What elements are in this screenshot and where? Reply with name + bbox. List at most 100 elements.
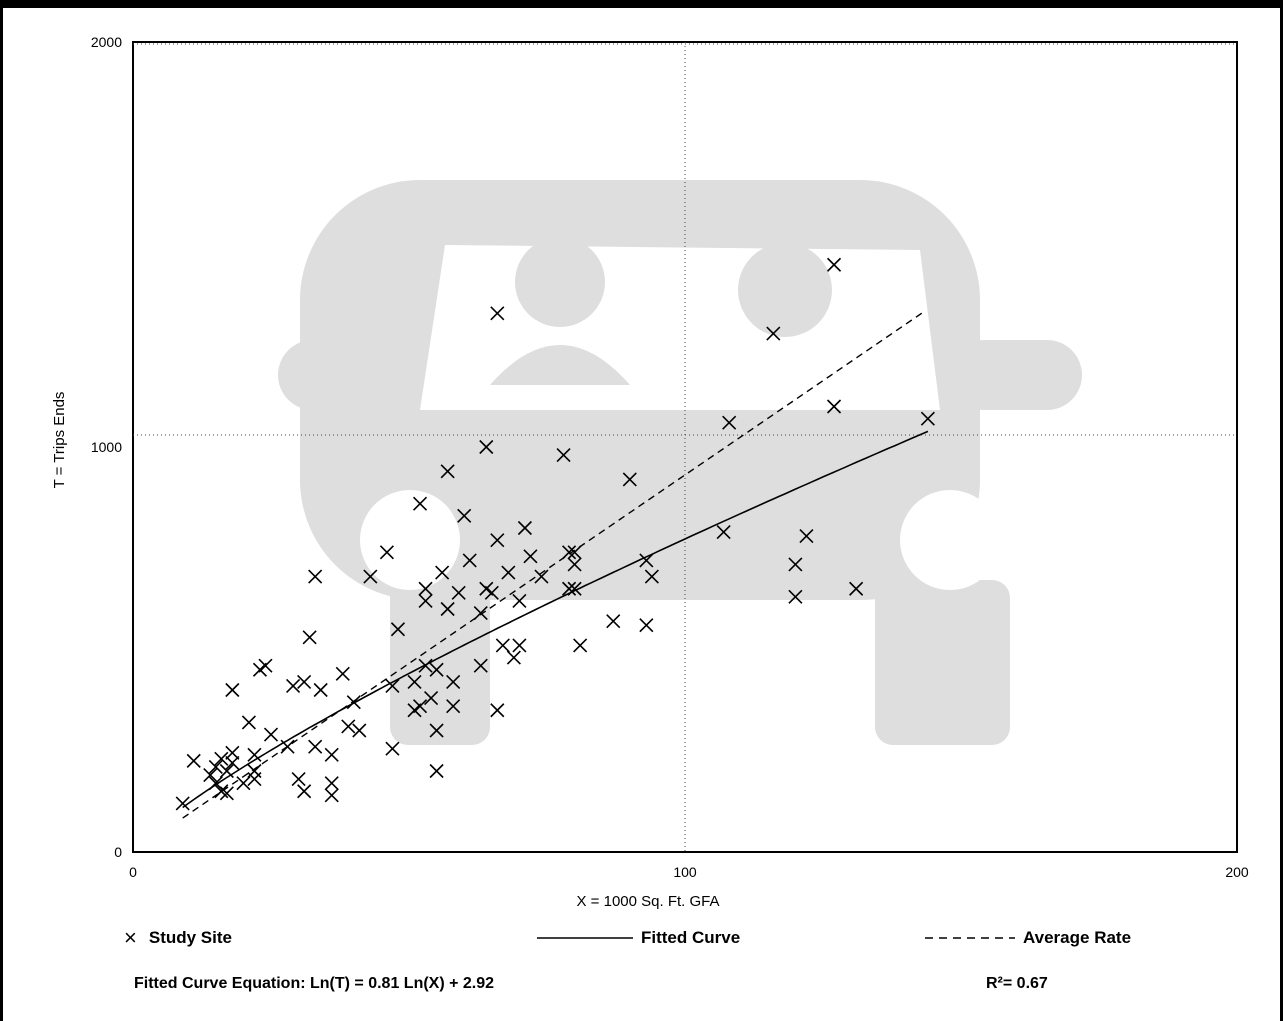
study-site-point: [446, 699, 461, 714]
y-tick-label: 1000: [91, 439, 122, 455]
study-site-point: [352, 723, 367, 738]
y-axis-label: T = Trips Ends: [51, 392, 68, 489]
solid-line-icon: [537, 937, 633, 939]
study-site-point: [429, 662, 444, 677]
study-site-point: [606, 614, 621, 629]
top-title-bar: [0, 0, 1283, 8]
study-site-point: [341, 719, 356, 734]
study-site-point: [385, 678, 400, 694]
study-site-point: [412, 699, 428, 714]
study-site-point: [418, 593, 433, 608]
study-site-point: [263, 727, 279, 742]
study-site-point: [479, 439, 494, 455]
study-site-point: [308, 569, 323, 584]
study-site-point: [451, 585, 466, 600]
legend-fitted-curve-label: Fitted Curve: [641, 928, 741, 947]
r-squared-value: R²= 0.67: [986, 975, 1048, 992]
study-site-point: [799, 529, 814, 544]
y-tick-label: 2000: [91, 34, 122, 50]
legend-study-site: × Study Site: [124, 925, 232, 950]
average-rate-line: [182, 312, 923, 819]
study-site-point: [429, 723, 444, 738]
car-watermark-icon: [278, 180, 1082, 745]
study-site-point: [473, 605, 488, 621]
study-site-point: [286, 678, 301, 694]
study-site-point: [324, 747, 339, 762]
study-site-point: [346, 695, 361, 710]
study-site-point: [639, 553, 654, 568]
study-site-point: [495, 638, 510, 653]
x-axis-label: X = 1000 Sq. Ft. GFA: [577, 893, 720, 910]
study-site-point: [219, 786, 234, 801]
study-site-point: [236, 776, 251, 791]
study-site-point: [225, 682, 240, 698]
study-site-point: [473, 658, 488, 673]
study-site-point: [562, 581, 577, 596]
study-site-point: [567, 557, 582, 572]
study-site-point: [440, 464, 455, 479]
study-site-point: [446, 674, 461, 689]
legend-average-rate-label: Average Rate: [1023, 928, 1132, 947]
study-site-point: [247, 747, 262, 762]
study-site-point: [512, 638, 527, 653]
study-site-point: [562, 545, 577, 560]
study-site-point: [363, 569, 378, 584]
study-site-point: [291, 772, 306, 787]
study-site-point: [517, 520, 532, 536]
study-site-point: [297, 674, 312, 689]
study-site-point: [308, 739, 323, 754]
study-site-point: [440, 601, 455, 617]
study-site-point: [849, 581, 864, 596]
study-site-point: [534, 569, 549, 584]
study-site-point: [457, 508, 472, 523]
study-site-point: [462, 553, 477, 568]
study-site-point: [826, 399, 842, 414]
study-site-point: [512, 593, 527, 608]
study-site-point: [412, 496, 428, 511]
study-site-point: [186, 753, 201, 768]
study-site-point: [622, 472, 637, 487]
study-site-point: [385, 741, 400, 756]
x-tick-label: 100: [673, 864, 697, 880]
study-site-point: [490, 533, 505, 548]
study-site-point: [335, 666, 350, 681]
study-site-point: [379, 545, 394, 560]
study-site-point: [523, 549, 538, 564]
fitted-curve-equation: Fitted Curve Equation: Ln(T) = 0.81 Ln(X…: [134, 975, 495, 992]
x-marker-icon: ×: [124, 925, 137, 950]
study-site-point: [639, 618, 654, 633]
study-site-point: [567, 545, 582, 560]
fitted-curve-line: [182, 430, 929, 809]
x-tick-label: 200: [1225, 864, 1249, 880]
trend-lines: [182, 312, 929, 819]
study-site-point: [258, 658, 273, 673]
study-site-point: [716, 524, 731, 540]
study-site-point: [280, 739, 295, 754]
study-site-point: [435, 565, 450, 580]
study-site-point: [208, 759, 223, 775]
study-site-point: [788, 557, 803, 572]
study-site-point: [175, 796, 190, 811]
study-site-point: [302, 630, 317, 645]
study-site-point: [644, 569, 659, 584]
study-site-point: [313, 682, 328, 698]
grid-lines: [133, 42, 1237, 852]
x-tick-label: 0: [129, 864, 137, 880]
study-site-point: [324, 776, 339, 791]
dashed-line-icon: [925, 937, 1015, 939]
study-site-point: [556, 448, 571, 463]
study-site-point: [225, 745, 240, 760]
study-site-point: [501, 565, 516, 580]
study-site-point: [490, 306, 505, 321]
study-site-point: [573, 638, 588, 653]
study-site-point: [219, 763, 234, 779]
study-site-point: [225, 755, 240, 770]
y-tick-label: 0: [114, 844, 122, 860]
study-site-point: [788, 589, 803, 604]
study-site-point: [429, 763, 444, 779]
legend-fitted-curve: Fitted Curve: [537, 926, 740, 950]
study-site-point: [920, 411, 935, 426]
